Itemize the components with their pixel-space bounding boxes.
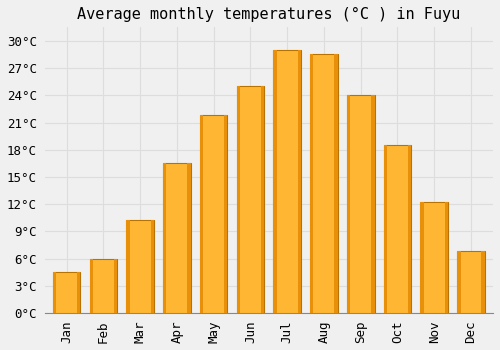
Bar bbox=[163, 163, 166, 313]
Bar bbox=[53, 272, 80, 313]
Bar bbox=[90, 259, 93, 313]
Bar bbox=[261, 86, 264, 313]
Bar bbox=[126, 220, 130, 313]
Bar bbox=[310, 55, 314, 313]
Bar bbox=[298, 50, 301, 313]
Bar bbox=[482, 251, 485, 313]
Bar bbox=[53, 272, 56, 313]
Bar bbox=[384, 145, 411, 313]
Bar bbox=[188, 163, 190, 313]
Bar bbox=[90, 259, 117, 313]
Bar bbox=[457, 251, 460, 313]
Bar bbox=[200, 115, 203, 313]
Bar bbox=[163, 163, 190, 313]
Bar bbox=[310, 55, 338, 313]
Bar bbox=[126, 220, 154, 313]
Bar bbox=[274, 50, 276, 313]
Title: Average monthly temperatures (°C ) in Fuyu: Average monthly temperatures (°C ) in Fu… bbox=[77, 7, 460, 22]
Bar bbox=[224, 115, 228, 313]
Bar bbox=[384, 145, 387, 313]
Bar bbox=[420, 202, 424, 313]
Bar bbox=[334, 55, 338, 313]
Bar bbox=[236, 86, 264, 313]
Bar bbox=[457, 251, 485, 313]
Bar bbox=[347, 95, 350, 313]
Bar bbox=[150, 220, 154, 313]
Bar bbox=[114, 259, 117, 313]
Bar bbox=[77, 272, 80, 313]
Bar bbox=[274, 50, 301, 313]
Bar bbox=[420, 202, 448, 313]
Bar bbox=[200, 115, 228, 313]
Bar bbox=[408, 145, 412, 313]
Bar bbox=[371, 95, 374, 313]
Bar bbox=[347, 95, 374, 313]
Bar bbox=[444, 202, 448, 313]
Bar bbox=[236, 86, 240, 313]
